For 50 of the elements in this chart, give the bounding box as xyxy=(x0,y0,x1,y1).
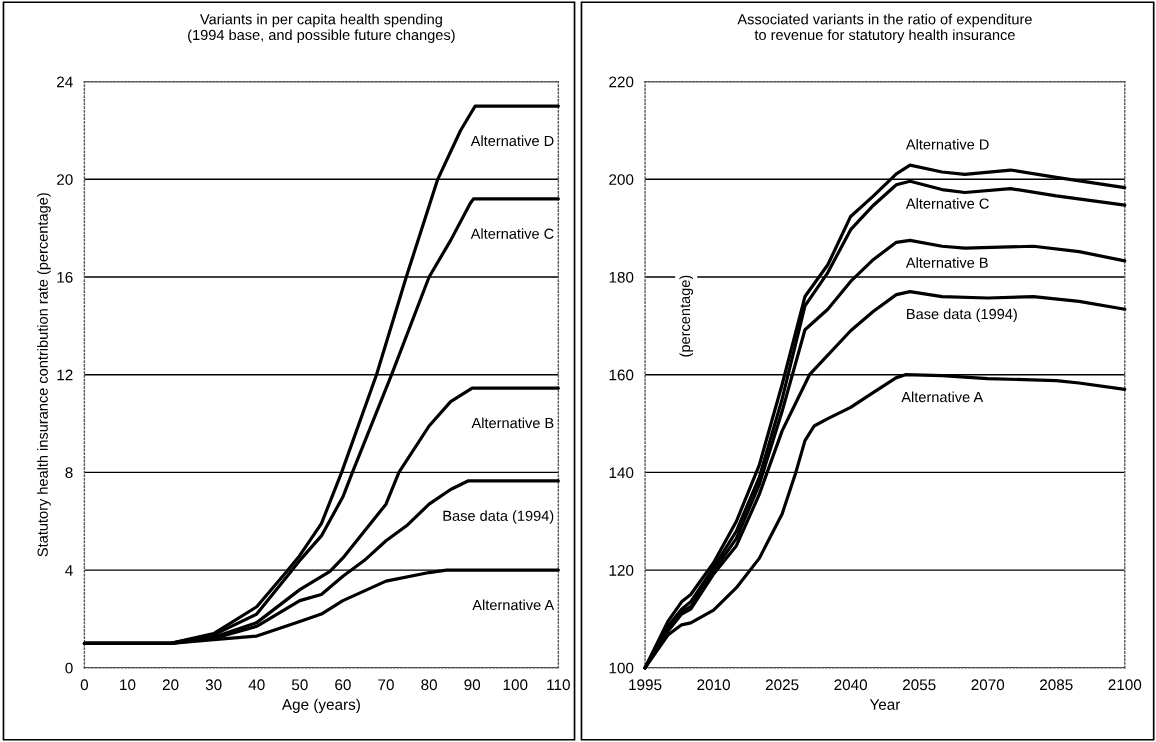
y-tick-label: 140 xyxy=(609,467,634,479)
series-label: Alternative A xyxy=(901,391,984,403)
x-tick-label: 90 xyxy=(464,679,481,691)
chart-title: Variants in per capita health spending (1994 base, and possible future changes) xyxy=(188,13,455,43)
y-axis-title: (percentage) xyxy=(679,275,694,357)
y-tick-label: 180 xyxy=(609,271,634,283)
x-tick-label: 80 xyxy=(421,679,437,691)
series-label: Alternative D xyxy=(905,138,989,150)
y-axis-title: Statutory health insurance contribution rate (percentage) xyxy=(37,193,51,557)
x-tick-label: 60 xyxy=(335,679,351,691)
chart-title: Associated variants in the ratio of expenditure to revenue for statutory health insurance xyxy=(737,13,1032,43)
y-tick-label: 24 xyxy=(57,76,73,88)
x-tick-label: 20 xyxy=(162,679,179,691)
x-tick-label: 100 xyxy=(503,679,528,691)
series-label: Alternative C xyxy=(470,228,554,239)
y-tick-label: 160 xyxy=(609,369,634,381)
y-tick-label: 220 xyxy=(609,76,634,88)
x-tick-label: 2055 xyxy=(902,679,936,691)
series-label: Alternative B xyxy=(471,417,554,429)
x-tick-label: 1995 xyxy=(629,679,662,691)
x-axis-title: Year xyxy=(869,699,901,710)
series-label: Alternative B xyxy=(905,257,988,268)
x-tick-label: 40 xyxy=(248,679,265,691)
y-tick-label: 120 xyxy=(609,564,634,576)
x-tick-label: 2040 xyxy=(834,679,868,691)
y-tick-label: 4 xyxy=(65,565,73,576)
y-tick-label: 8 xyxy=(65,467,73,479)
series-label: Base data (1994) xyxy=(907,308,1017,323)
x-tick-label: 2100 xyxy=(1108,679,1142,691)
text: Alternative A xyxy=(472,599,555,611)
y-tick-label: 200 xyxy=(609,174,634,185)
x-axis-title: Age (years) xyxy=(281,698,360,713)
series-label: Base data (1994) xyxy=(443,510,554,524)
x-tick-label: 10 xyxy=(120,679,136,691)
y-tick-label: 100 xyxy=(609,662,634,674)
x-tick-label: 110 xyxy=(547,679,570,691)
x-tick-label: 50 xyxy=(291,679,308,691)
y-tick-label: 20 xyxy=(57,174,73,185)
x-tick-label: 2085 xyxy=(1040,679,1073,691)
x-tick-label: 2070 xyxy=(971,679,1005,691)
x-tick-label: 30 xyxy=(205,679,222,691)
series-label: Alternative D xyxy=(470,135,554,147)
series-label: Alternative C xyxy=(905,198,989,209)
x-tick-label: 0 xyxy=(80,679,89,691)
y-tick-label: 12 xyxy=(57,369,73,381)
y-tick-label: 0 xyxy=(65,662,73,674)
x-tick-label: 2010 xyxy=(697,679,730,691)
x-tick-label: 70 xyxy=(378,679,394,691)
y-tick-label: 16 xyxy=(57,271,73,283)
x-tick-label: 2025 xyxy=(765,679,799,691)
